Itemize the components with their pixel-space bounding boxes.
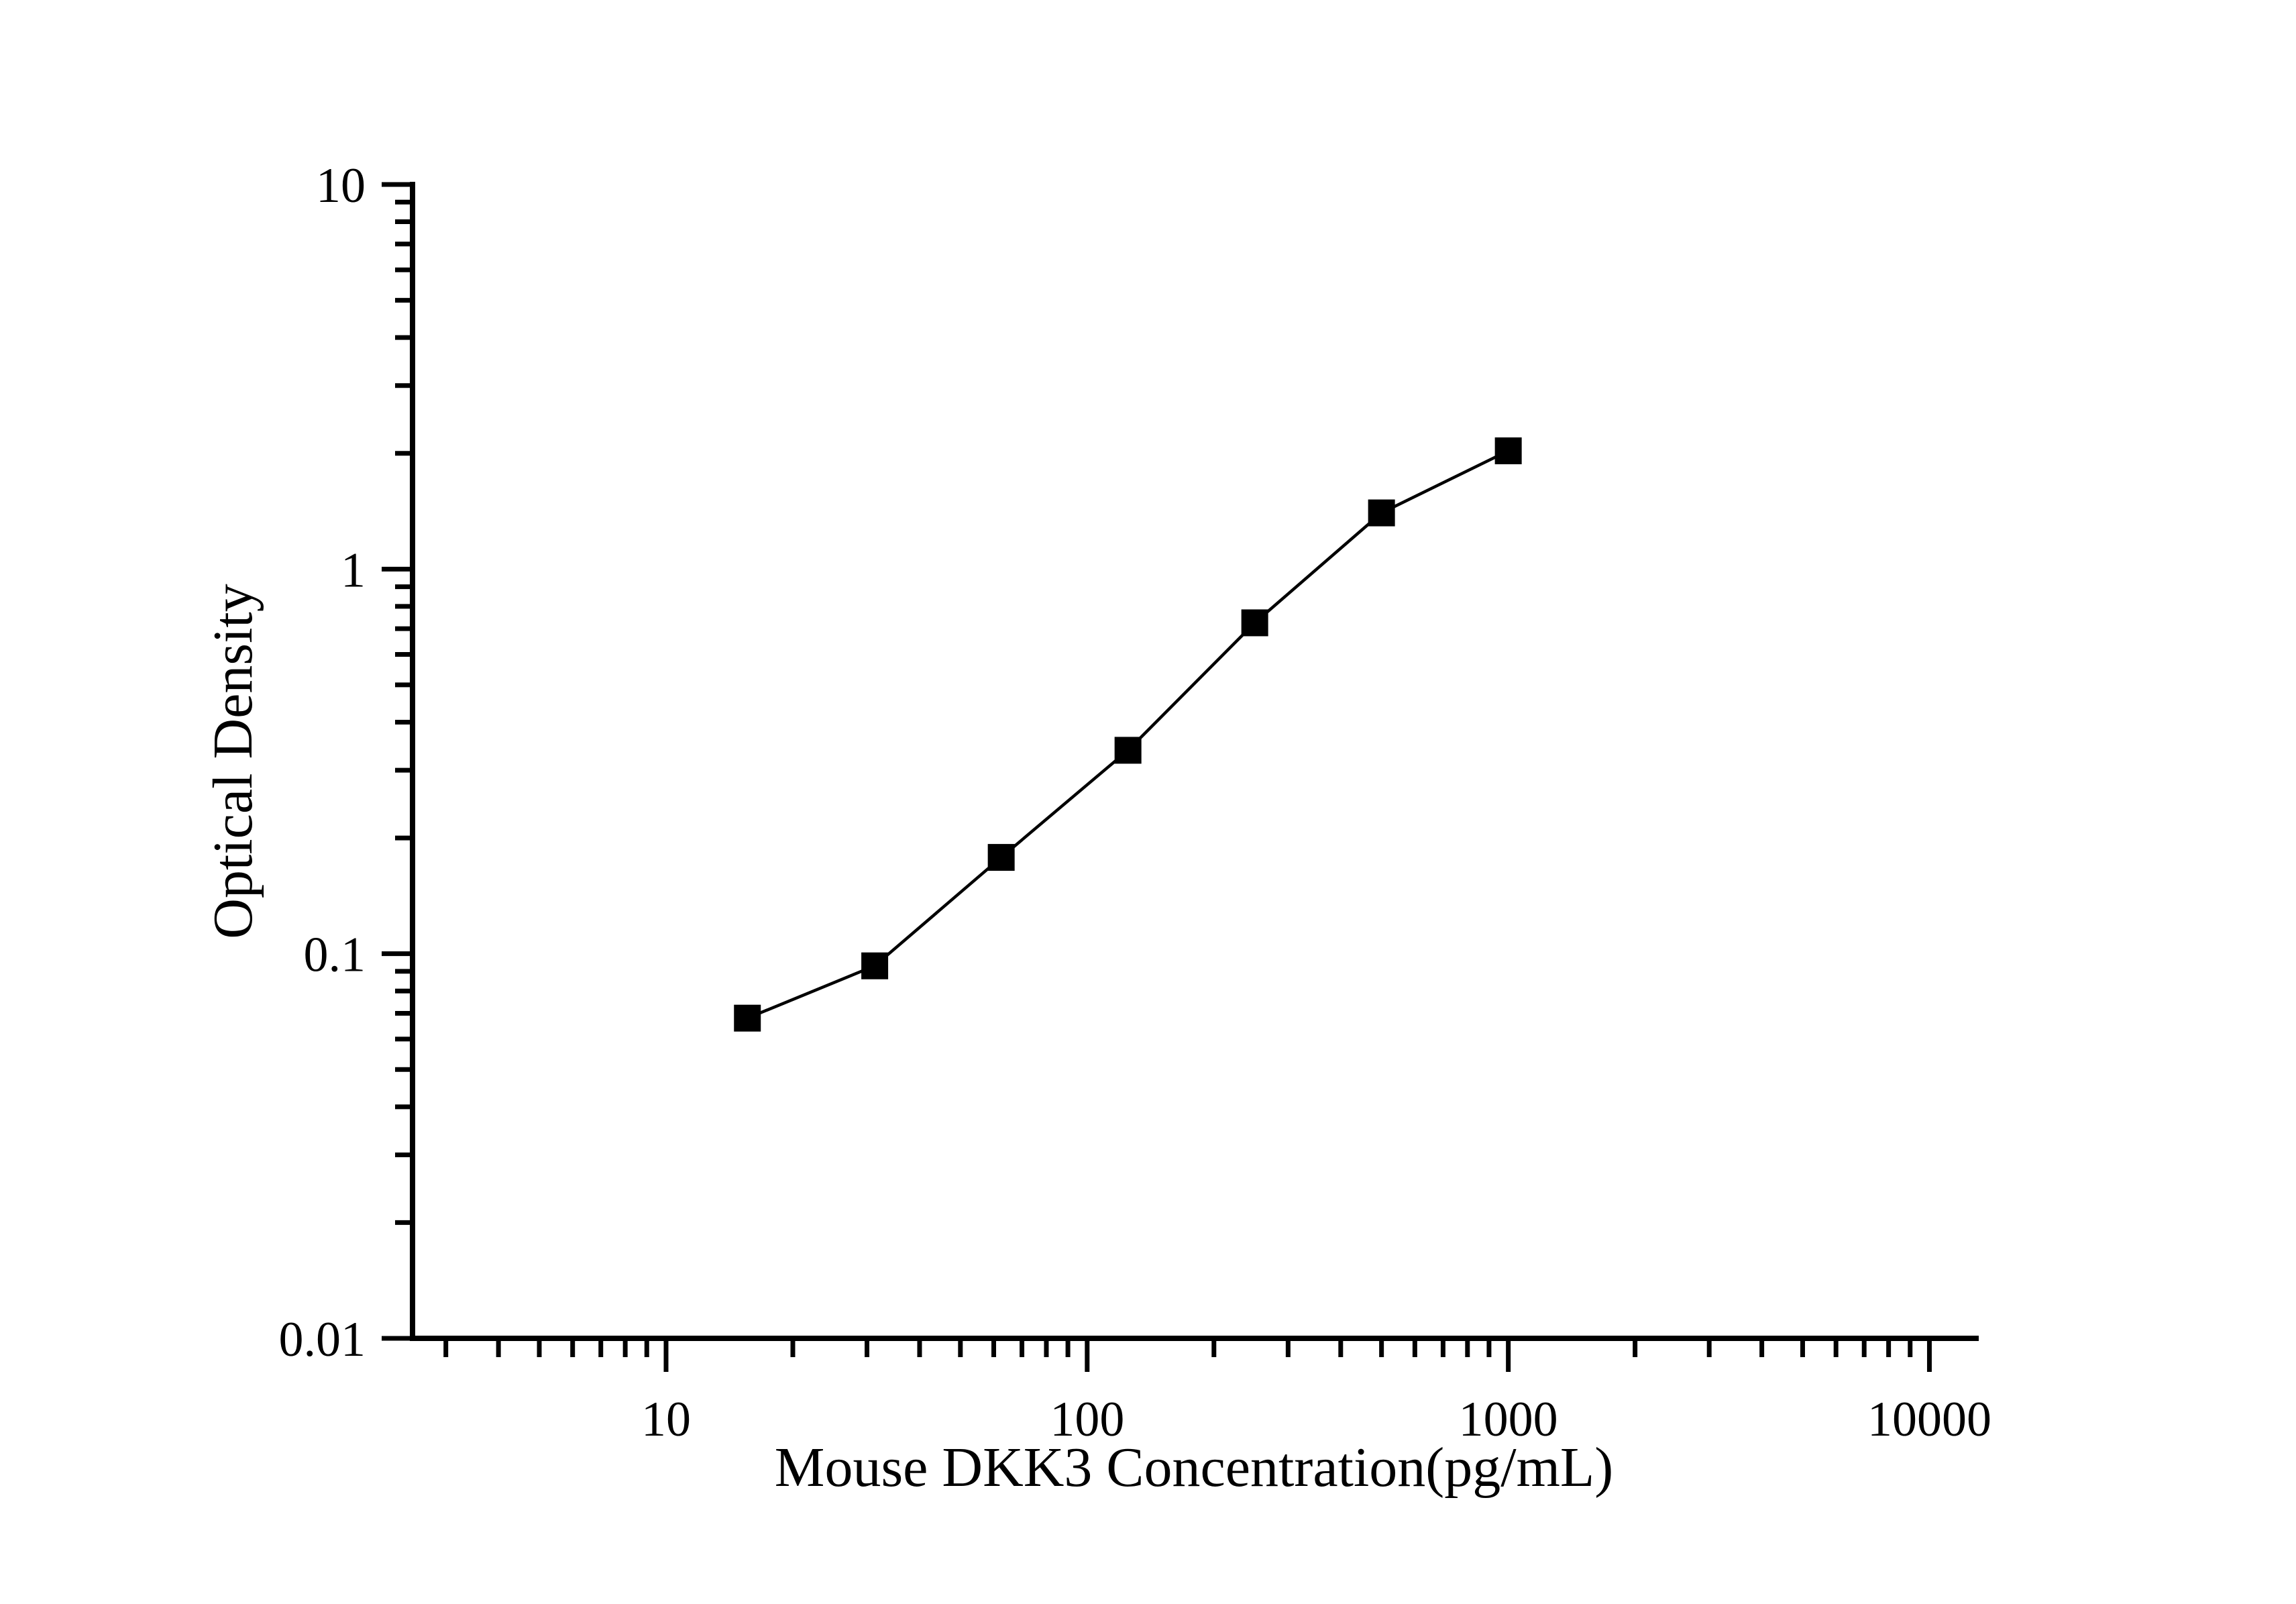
y-tick-label: 10 (316, 158, 366, 213)
data-point-markers (734, 437, 1522, 1032)
x-tick-label: 10 (641, 1392, 691, 1447)
x-axis-tick-labels: 10 100 1000 10000 (641, 1392, 1991, 1447)
data-point-marker (1494, 437, 1522, 465)
y-axis-ticks (382, 182, 413, 1341)
series-line-path (747, 449, 1509, 1020)
data-point-marker (1114, 737, 1142, 764)
x-axis-ticks (443, 1338, 1932, 1372)
x-axis-title: Mouse DKK3 Concentration(pg/mL) (775, 1436, 1613, 1499)
y-tick-label: 0.1 (304, 928, 366, 983)
data-point-marker (861, 952, 889, 979)
data-point-marker (1368, 499, 1395, 527)
y-axis-tick-labels: 10 1 0.1 0.01 (279, 158, 366, 1367)
data-point-marker (734, 1004, 761, 1032)
data-point-marker (1241, 609, 1268, 637)
y-axis-title: Optical Density (202, 584, 264, 939)
x-tick-label: 10000 (1867, 1392, 1991, 1447)
x-tick-label: 1000 (1459, 1392, 1558, 1447)
data-series (734, 437, 1522, 1032)
y-tick-label: 0.01 (279, 1312, 366, 1367)
plot-axes (410, 182, 1979, 1341)
y-tick-label: 1 (341, 543, 366, 598)
x-tick-label: 100 (1050, 1392, 1124, 1447)
data-point-marker (987, 844, 1015, 871)
